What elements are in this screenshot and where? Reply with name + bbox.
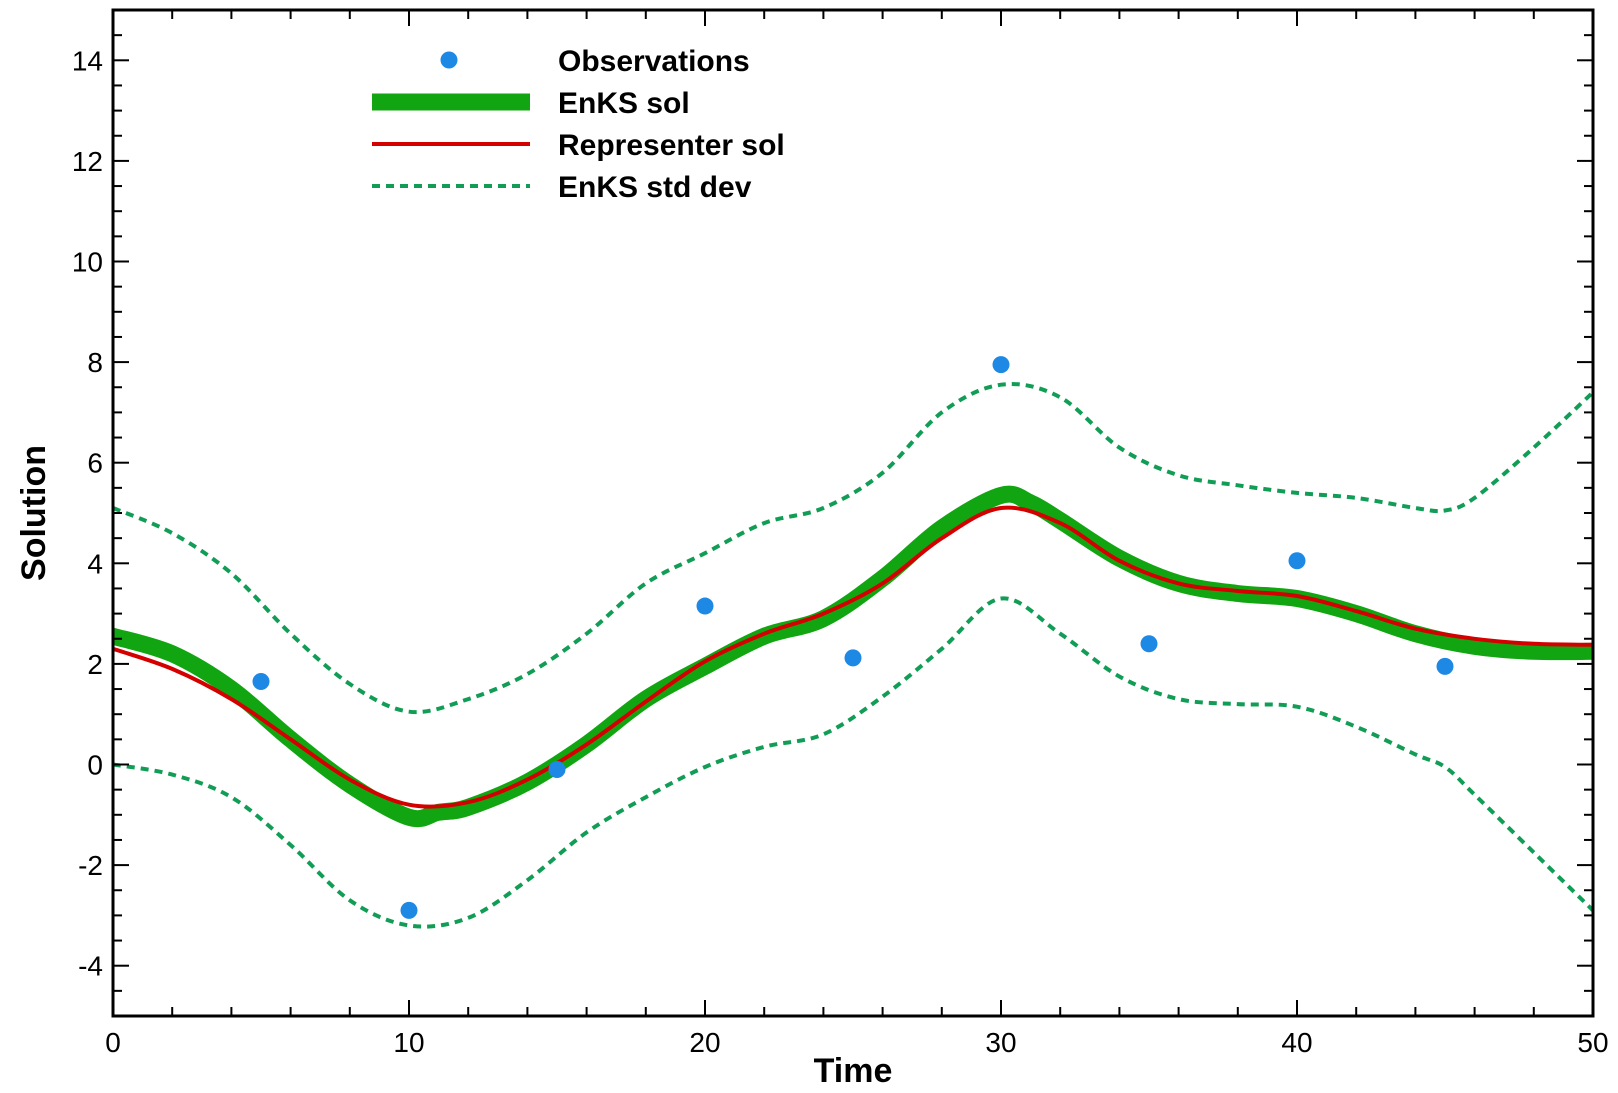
observation-point: [1140, 635, 1158, 653]
observation-point: [252, 673, 270, 691]
observation-point: [400, 901, 418, 919]
y-tick-label: 6: [87, 448, 103, 479]
x-axis-title: Time: [814, 1052, 893, 1090]
observation-point: [1288, 552, 1306, 570]
observation-point: [696, 597, 714, 615]
observation-point: [548, 761, 566, 779]
observation-point: [992, 356, 1010, 374]
y-tick-label: 0: [87, 750, 103, 781]
legend-item: EnKS std dev: [372, 171, 752, 204]
legend-label: Representer sol: [558, 129, 785, 162]
x-tick-label: 30: [985, 1027, 1016, 1058]
x-tick-label: 50: [1577, 1027, 1608, 1058]
series-line-1: [113, 485, 1593, 828]
y-tick-label: 10: [72, 247, 103, 278]
legend: Observations EnKS sol Representer sol EnKS …: [372, 45, 785, 204]
y-tick-label: -4: [78, 951, 103, 982]
x-tick-label: 10: [393, 1027, 424, 1058]
y-tick-label: 2: [87, 649, 103, 680]
x-tick-label: 40: [1281, 1027, 1312, 1058]
observation-point: [1436, 657, 1454, 675]
plot-frame: [111, 8, 1595, 1018]
legend-item: EnKS sol: [372, 87, 690, 120]
y-tick-label: 14: [72, 45, 103, 76]
y-tick-label: 4: [87, 548, 103, 579]
y-axis-title: Solution: [15, 445, 53, 581]
ticks-layer: 0 10 20 30 40 50 -4 -2 0 2 4 6 8 10 12 14: [72, 9, 1609, 1058]
observation-point: [844, 649, 862, 667]
x-tick-label: 0: [105, 1027, 121, 1058]
legend-label: Observations: [558, 45, 750, 78]
legend-item: Representer sol: [372, 129, 785, 162]
series-line-4: [113, 596, 1593, 929]
series-line-2: [113, 505, 1593, 809]
legend-marker: [440, 51, 458, 69]
y-tick-label: 12: [72, 146, 103, 177]
series-layer: [113, 356, 1593, 929]
y-tick-label: -2: [78, 850, 103, 881]
y-tick-label: 8: [87, 347, 103, 378]
legend-label: EnKS std dev: [558, 171, 752, 204]
legend-item: Observations: [440, 45, 750, 78]
x-tick-label: 20: [689, 1027, 720, 1058]
legend-label: EnKS sol: [558, 87, 690, 120]
